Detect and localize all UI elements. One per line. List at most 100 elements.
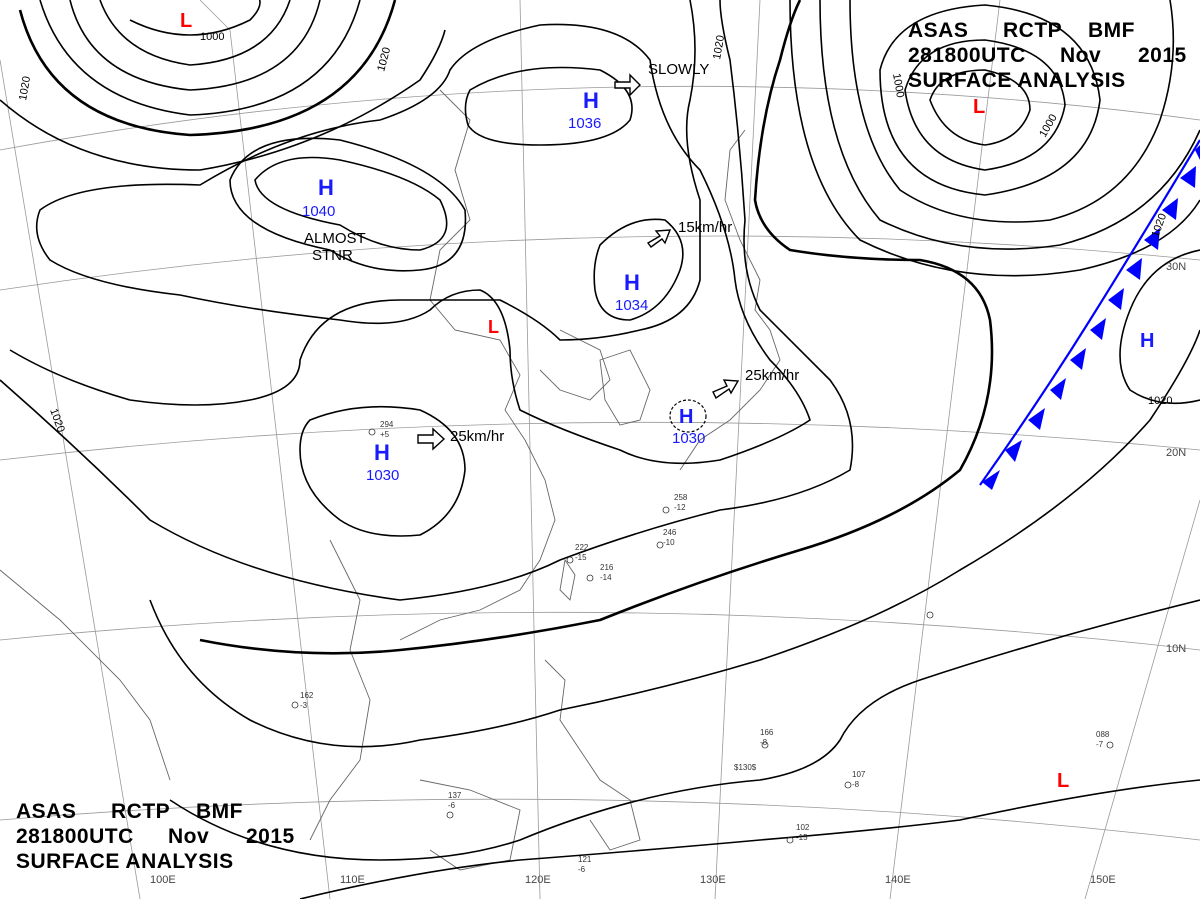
isobar-ul-1 bbox=[129, 0, 261, 36]
isobar-1010 bbox=[169, 599, 1200, 861]
station-value: 137 bbox=[448, 791, 462, 800]
motion-arrows bbox=[417, 73, 740, 451]
motion-labels: SLOWLY 15km/hr 25km/hr 25km/hr ALMOST ST… bbox=[304, 61, 799, 445]
station-value: -12 bbox=[674, 503, 686, 512]
isobar-1020-south bbox=[0, 0, 854, 601]
high-1030-west-value: 1030 bbox=[366, 467, 399, 484]
motion-arrow-25-east bbox=[712, 379, 740, 400]
isobar-label-1020-b: 1020 bbox=[375, 46, 393, 73]
station-value: -6 bbox=[448, 801, 456, 810]
high-1030-kyushu-letter: H bbox=[679, 406, 693, 428]
high-1030-west-letter: H bbox=[374, 440, 390, 465]
motion-arrow-slowly bbox=[614, 73, 641, 97]
high-right-letter: H bbox=[1140, 330, 1154, 352]
title-line-1: ASAS RCTP BMF bbox=[908, 18, 1187, 43]
isobar-ul-2 bbox=[99, 0, 291, 66]
high-1034-value: 1034 bbox=[615, 297, 648, 314]
isobar-1008 bbox=[299, 779, 1200, 899]
isobar-h1040-outer bbox=[229, 137, 467, 272]
coast-china bbox=[399, 89, 556, 641]
parallel-10n bbox=[0, 611, 1200, 651]
parallel-0 bbox=[0, 798, 1200, 841]
lat-label-30n: 30N bbox=[1166, 261, 1186, 273]
isobar-h-envelope bbox=[35, 23, 811, 465]
parallel-30n bbox=[0, 235, 1200, 291]
title-line-3: SURFACE ANALYSIS bbox=[16, 850, 234, 873]
high-1034-letter: H bbox=[624, 270, 640, 295]
title-word: Nov bbox=[168, 825, 210, 848]
isobar-label-1000-ur: 1000 bbox=[890, 72, 906, 98]
isobar-1020-big bbox=[9, 0, 701, 406]
low-central-letter: L bbox=[488, 317, 499, 337]
station-value: -3 bbox=[300, 701, 308, 710]
station-plot bbox=[291, 428, 1114, 844]
isobar-ul-4 bbox=[39, 0, 361, 116]
station-value: 102 bbox=[796, 823, 810, 832]
title-line-3: SURFACE ANALYSIS bbox=[908, 69, 1126, 92]
parallel-40n bbox=[0, 85, 1200, 151]
title-word: 2015 bbox=[246, 825, 295, 848]
isobar-label-1000-ur2: 1000 bbox=[1037, 112, 1060, 139]
isobar-h1036 bbox=[464, 66, 633, 146]
station-value: -6 bbox=[578, 865, 586, 874]
title-word: Nov bbox=[1060, 44, 1102, 67]
h-dashed-outline bbox=[669, 399, 707, 433]
coast-indochina bbox=[309, 539, 371, 841]
title-word: 281800UTC bbox=[908, 44, 1026, 67]
title-word: ASAS bbox=[16, 800, 77, 823]
coast-philippines bbox=[544, 659, 641, 851]
note-almost: ALMOST bbox=[304, 230, 366, 247]
isobar-label-1020-right: 1020 bbox=[1148, 395, 1172, 407]
pressure-centers: H 1036 H 1040 H 1034 H 1030 H 1030 H L L… bbox=[180, 10, 1154, 792]
coast-korea bbox=[599, 349, 651, 426]
title-block-bottom-left: ASAS RCTP BMF 281800UTC Nov 2015 SURFACE ANA… bbox=[16, 799, 295, 874]
lon-label-100e: 100E bbox=[150, 874, 176, 886]
station-value: 088 bbox=[1096, 730, 1110, 739]
meridian-150e bbox=[1084, 499, 1200, 899]
meridian-110e bbox=[199, 0, 331, 899]
station-value: $130$ bbox=[734, 763, 757, 772]
parallel-20n bbox=[0, 421, 1200, 461]
title-word: ASAS bbox=[908, 19, 969, 42]
lon-label-150e: 150E bbox=[1090, 874, 1116, 886]
station-value: -8 bbox=[852, 780, 860, 789]
coast-japan bbox=[679, 129, 781, 471]
cold-front-pips bbox=[982, 145, 1200, 490]
title-line-1: ASAS RCTP BMF bbox=[16, 799, 295, 824]
motion-label-15: 15km/hr bbox=[678, 219, 732, 236]
grid-labels: 100E 110E 120E 130E 140E 150E 30N 20N 10… bbox=[150, 261, 1186, 886]
station-value: -15 bbox=[796, 833, 808, 842]
cold-front bbox=[979, 139, 1200, 490]
title-word: 2015 bbox=[1138, 44, 1187, 67]
title-word: BMF bbox=[196, 800, 243, 823]
station-value: -8 bbox=[760, 738, 768, 747]
station-value: 294 bbox=[380, 420, 394, 429]
isobar-ur-5 bbox=[819, 0, 1200, 250]
lon-label-130e: 130E bbox=[700, 874, 726, 886]
station-value: 166 bbox=[760, 728, 774, 737]
isobar-1012 bbox=[149, 329, 1200, 748]
high-1036-letter: H bbox=[583, 88, 599, 113]
coastlines bbox=[0, 89, 781, 871]
lon-label-110e: 110E bbox=[340, 874, 365, 886]
isobar-h1040-inner bbox=[254, 156, 448, 251]
isobar-label-1020-c: 1020 bbox=[47, 407, 67, 434]
motion-arrow-15 bbox=[646, 229, 672, 248]
coast-borneo bbox=[419, 779, 521, 871]
isobar-ul-6 bbox=[0, 29, 446, 171]
title-word: RCTP bbox=[111, 800, 171, 823]
station-value: -15 bbox=[575, 553, 587, 562]
coast-taiwan bbox=[559, 558, 576, 601]
isobar-label-1020-d: 1020 bbox=[711, 34, 727, 60]
station-value: 107 bbox=[852, 770, 866, 779]
lon-label-120e: 120E bbox=[525, 874, 551, 886]
station-value: 258 bbox=[674, 493, 688, 502]
motion-label-slowly: SLOWLY bbox=[648, 61, 709, 78]
meridian-140e bbox=[889, 0, 1001, 899]
isobar-ur-3 bbox=[879, 4, 1101, 196]
low-ur-letter: L bbox=[973, 96, 985, 118]
lon-label-140e: 140E bbox=[885, 874, 911, 886]
